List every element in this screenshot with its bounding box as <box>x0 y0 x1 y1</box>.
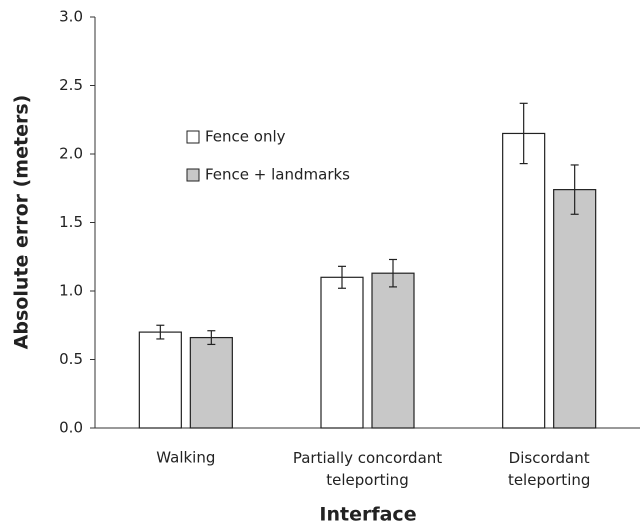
error-bar <box>570 164 579 215</box>
bar <box>189 336 233 429</box>
y-tick-label: 3.0 <box>59 8 83 26</box>
legend-label: Fence only <box>205 128 286 146</box>
bar <box>138 331 182 429</box>
x-tick-label: Partially concordant teleporting <box>293 449 442 489</box>
x-tick-label: Walking <box>156 449 215 467</box>
y-tick-label: 1.5 <box>59 213 83 231</box>
y-tick-label: 2.5 <box>59 76 83 94</box>
y-tick-label: 0.0 <box>59 419 83 437</box>
y-tick-label: 1.0 <box>59 282 83 300</box>
x-axis-label: Interface <box>319 504 416 526</box>
error-bar <box>519 102 528 165</box>
y-tick-label: 0.5 <box>59 350 83 368</box>
bar <box>553 189 597 429</box>
error-bar <box>207 330 216 346</box>
y-tick-label: 2.0 <box>59 145 83 163</box>
legend-swatch <box>186 168 200 182</box>
legend-label: Fence + landmarks <box>205 166 350 184</box>
x-tick-label: Discordant teleporting <box>508 449 590 489</box>
bar <box>502 132 546 429</box>
legend-swatch <box>186 130 200 144</box>
error-bar <box>156 324 165 340</box>
bar <box>371 272 415 429</box>
y-axis-label: Absolute error (meters) <box>11 95 33 350</box>
error-bar <box>389 258 397 288</box>
bar <box>320 276 364 429</box>
error-bar <box>338 265 346 289</box>
